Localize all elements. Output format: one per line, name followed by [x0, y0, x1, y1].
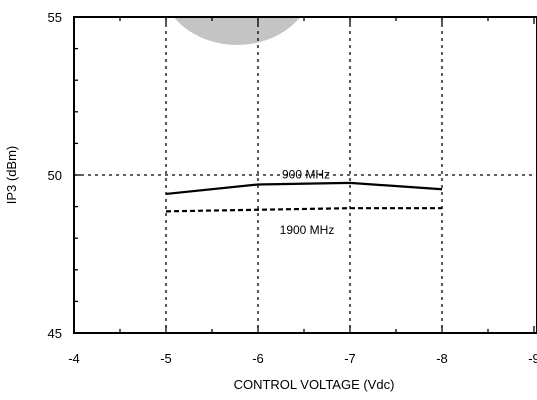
series-labels: 900 MHz 1900 MHz — [280, 167, 335, 236]
tick-labels: -4 -5 -6 -7 -8 -9 45 50 55 — [48, 10, 537, 366]
series-lines — [165, 181, 443, 213]
y-axis-label: IP3 (dBm) — [4, 146, 19, 205]
series-line-900-mhz — [165, 181, 443, 196]
y-tick-label: 55 — [48, 10, 62, 25]
x-axis-label: CONTROL VOLTAGE (Vdc) — [234, 377, 395, 392]
y-tick-label: 50 — [48, 168, 62, 183]
x-tick-label: -7 — [344, 351, 356, 366]
series-label-900-mhz: 900 MHz — [282, 167, 330, 181]
series-line-1900-mhz — [165, 207, 442, 213]
x-tick-label: -8 — [436, 351, 448, 366]
series-label-1900-mhz: 1900 MHz — [280, 223, 335, 237]
axis-ticks — [73, 16, 535, 334]
x-tick-label: -5 — [160, 351, 172, 366]
watermark-ring — [173, 17, 301, 45]
x-tick-label: -6 — [252, 351, 264, 366]
y-tick-label: 45 — [48, 326, 62, 341]
x-tick-label: -9 — [528, 351, 537, 366]
watermark-ring-shape — [173, 17, 301, 45]
grid-lines — [74, 17, 537, 333]
x-tick-label: -4 — [68, 351, 80, 366]
